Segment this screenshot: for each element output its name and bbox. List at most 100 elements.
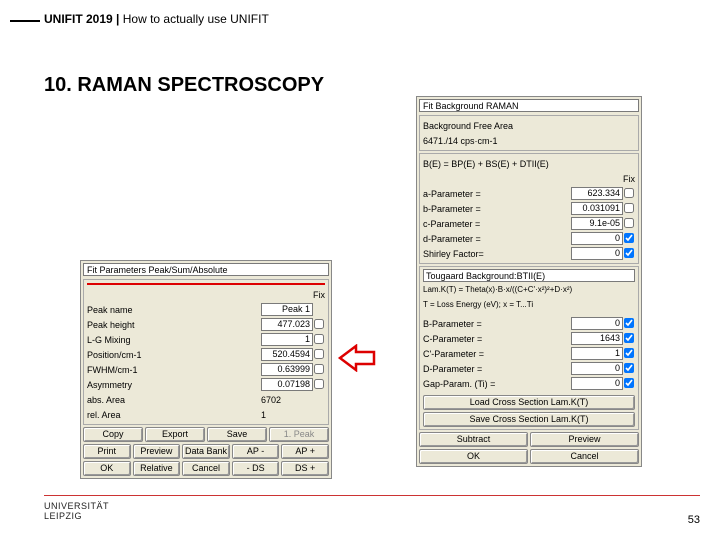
fix-checkbox[interactable]	[314, 364, 324, 374]
fix-checkbox[interactable]	[624, 233, 634, 243]
param-label: D-Parameter =	[423, 364, 571, 374]
fix-checkbox[interactable]	[624, 348, 634, 358]
fix-checkbox[interactable]	[624, 203, 634, 213]
fix-checkbox[interactable]	[624, 318, 634, 328]
param-label: a-Parameter =	[423, 189, 571, 199]
university-logo: UNIVERSITÄT LEIPZIG	[44, 502, 109, 522]
param-input[interactable]: 0.63999	[261, 363, 313, 376]
fix-header: Fix	[623, 174, 635, 184]
param-row: L-G Mixing1	[87, 332, 325, 347]
param-input[interactable]: 9.1e-05	[571, 217, 623, 230]
param-row: C-Parameter =1643	[423, 331, 635, 346]
fit-parameters-panel: Fit Parameters Peak/Sum/Absolute Fix Pea…	[80, 260, 332, 479]
ok-button[interactable]: OK	[83, 461, 131, 476]
param-label: Peak height	[87, 320, 261, 330]
panel-title: Fit Background RAMAN	[419, 99, 639, 112]
save-cross-section-button[interactable]: Save Cross Section Lam.K(T)	[423, 412, 635, 427]
param-row: Asymmetry0.07198	[87, 377, 325, 392]
param-input[interactable]: 520.4594	[261, 348, 313, 361]
fix-checkbox[interactable]	[624, 218, 634, 228]
preview-button[interactable]: Preview	[133, 444, 181, 459]
param-input[interactable]: 623.334	[571, 187, 623, 200]
param-input[interactable]: 0	[571, 362, 623, 375]
panel-title: Fit Parameters Peak/Sum/Absolute	[83, 263, 329, 276]
param-row: abs. Area6702	[87, 392, 325, 407]
param-input[interactable]: 477.023	[261, 318, 313, 331]
fix-checkbox[interactable]	[624, 363, 634, 373]
param-input[interactable]: 1	[571, 347, 623, 360]
arrow-icon	[336, 344, 376, 372]
page-number: 53	[688, 514, 700, 526]
param-label: Gap-Param. (Ti) =	[423, 379, 571, 389]
param-label: Position/cm-1	[87, 350, 261, 360]
param-row: Position/cm-1520.4594	[87, 347, 325, 362]
data-bank-button[interactable]: Data Bank	[182, 444, 230, 459]
param-row: d-Parameter =0	[423, 231, 635, 246]
param-row: a-Parameter =623.334	[423, 186, 635, 201]
param-row: Peak height477.023	[87, 317, 325, 332]
param-input[interactable]: 0.031091	[571, 202, 623, 215]
param-row: Shirley Factor=0	[423, 246, 635, 261]
fix-checkbox[interactable]	[624, 188, 634, 198]
fix-checkbox[interactable]	[314, 319, 324, 329]
free-area-value: 6471./14 cps·cm-1	[423, 136, 635, 146]
ds--button[interactable]: DS +	[281, 461, 329, 476]
uni-line2: LEIPZIG	[44, 512, 109, 522]
free-area-label: Background Free Area	[423, 121, 635, 131]
-ds-button[interactable]: - DS	[232, 461, 280, 476]
param-value: 6702	[261, 395, 313, 405]
param-input[interactable]: Peak 1	[261, 303, 313, 316]
tougaard-formula1: Lam.K(T) = Theta(x)·B·x/((C+C'·x²)²+D·x²…	[423, 285, 635, 294]
copy-button[interactable]: Copy	[83, 427, 143, 442]
param-label: Shirley Factor=	[423, 249, 571, 259]
param-label: Peak name	[87, 305, 261, 315]
param-input[interactable]: 0	[571, 247, 623, 260]
param-input[interactable]: 0	[571, 232, 623, 245]
tougaard-formula2: T = Loss Energy (eV); x = T...Ti	[423, 300, 635, 309]
export-button[interactable]: Export	[145, 427, 205, 442]
param-label: abs. Area	[87, 395, 261, 405]
breadcrumb-sep: |	[113, 12, 123, 26]
preview-button[interactable]: Preview	[530, 432, 639, 447]
section-title: 10. RAMAN SPECTROSCOPY	[44, 74, 324, 97]
ok-button[interactable]: OK	[419, 449, 528, 464]
header-rule	[10, 20, 40, 22]
tougaard-group: Tougaard Background:BTII(E) Lam.K(T) = T…	[419, 266, 639, 430]
param-label: L-G Mixing	[87, 335, 261, 345]
peak-group: Fix Peak namePeak 1Peak height477.023L-G…	[83, 279, 329, 425]
param-input[interactable]: 1	[261, 333, 313, 346]
fix-checkbox[interactable]	[624, 378, 634, 388]
param-row: B-Parameter =0	[423, 316, 635, 331]
param-label: FWHM/cm-1	[87, 365, 261, 375]
fix-checkbox[interactable]	[624, 333, 634, 343]
fix-checkbox[interactable]	[314, 379, 324, 389]
param-input[interactable]: 0.07198	[261, 378, 313, 391]
fix-checkbox[interactable]	[624, 248, 634, 258]
param-value: 1	[261, 410, 313, 420]
cancel-button[interactable]: Cancel	[530, 449, 639, 464]
relative-button[interactable]: Relative	[133, 461, 181, 476]
param-label: c-Parameter =	[423, 219, 571, 229]
param-input[interactable]: 1643	[571, 332, 623, 345]
param-row: C'-Parameter =1	[423, 346, 635, 361]
ap--button[interactable]: AP -	[232, 444, 280, 459]
subtract-button[interactable]: Subtract	[419, 432, 528, 447]
breadcrumb: UNIFIT 2019 | How to actually use UNIFIT	[44, 12, 269, 26]
param-input[interactable]: 0	[571, 317, 623, 330]
param-label: d-Parameter =	[423, 234, 571, 244]
cancel-button[interactable]: Cancel	[182, 461, 230, 476]
ap--button[interactable]: AP +	[281, 444, 329, 459]
free-area-group: Background Free Area 6471./14 cps·cm-1	[419, 115, 639, 151]
1-peak-button: 1. Peak	[269, 427, 329, 442]
tougaard-header: Tougaard Background:BTII(E)	[426, 271, 632, 281]
load-cross-section-button[interactable]: Load Cross Section Lam.K(T)	[423, 395, 635, 410]
param-input[interactable]: 0	[571, 377, 623, 390]
print-button[interactable]: Print	[83, 444, 131, 459]
fix-header: Fix	[313, 290, 325, 300]
save-button[interactable]: Save	[207, 427, 267, 442]
fix-checkbox[interactable]	[314, 349, 324, 359]
fix-checkbox[interactable]	[314, 334, 324, 344]
param-label: C-Parameter =	[423, 334, 571, 344]
param-row: Gap-Param. (Ti) =0	[423, 376, 635, 391]
formula: B(E) = BP(E) + BS(E) + DTII(E)	[423, 159, 635, 169]
